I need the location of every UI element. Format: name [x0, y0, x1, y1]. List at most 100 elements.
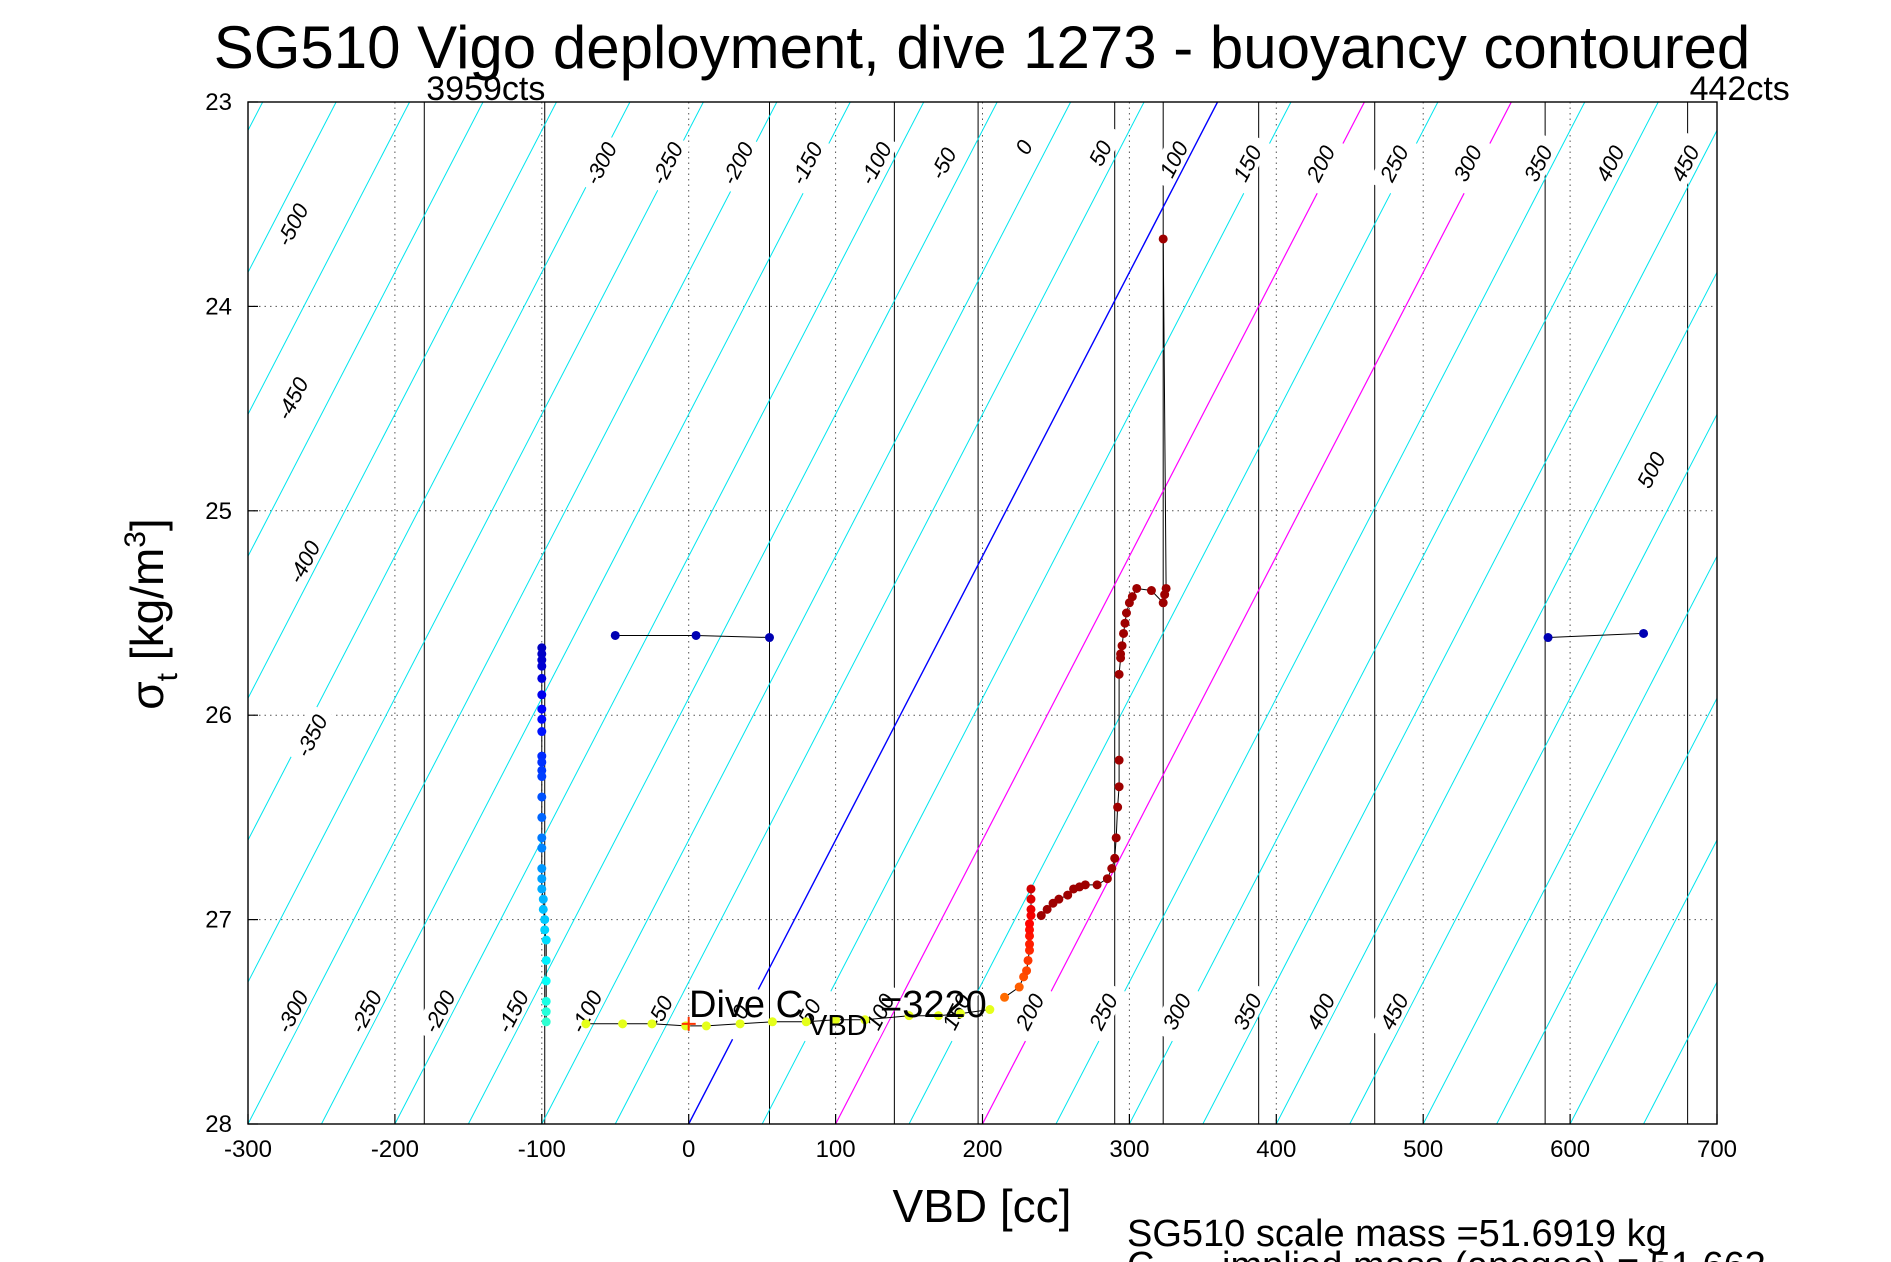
data-point — [1161, 583, 1171, 593]
x-tick-label: 400 — [1256, 1136, 1296, 1163]
buoyancy-contour — [1349, 413, 1717, 1124]
y-axis-label: σt [kg/m3] — [119, 518, 184, 709]
data-point — [541, 1017, 551, 1027]
data-point — [1014, 982, 1024, 992]
data-point — [1158, 598, 1168, 608]
data-point — [537, 833, 547, 843]
data-point — [541, 976, 551, 986]
data-point — [537, 864, 547, 873]
data-point — [1107, 864, 1117, 873]
buoyancy-contour — [1716, 1122, 1717, 1124]
data-point — [1092, 880, 1102, 890]
data-point — [541, 996, 551, 1006]
contour-labels: -500-450-400-350-300 -250 -200 -150 -100 -50 0… — [266, 115, 1709, 1042]
data-point — [1116, 649, 1126, 659]
data-point — [801, 1017, 811, 1027]
contour-label: -50 — [634, 980, 683, 1042]
contour-label: 50 — [1074, 121, 1124, 184]
data-point — [541, 1007, 551, 1017]
data-point — [1023, 955, 1033, 965]
count-lines — [423, 102, 1689, 1124]
start-marker — [681, 1016, 696, 1031]
data-point — [1036, 911, 1046, 921]
data-point — [538, 894, 548, 904]
data-point — [904, 1011, 914, 1021]
data-point — [955, 1009, 965, 1019]
y-tick-label: 27 — [205, 907, 232, 934]
data-point — [1022, 966, 1032, 976]
data-point — [618, 1019, 628, 1029]
buoyancy-contour — [248, 102, 704, 984]
y-axis-label-subscript: t — [151, 672, 184, 681]
data-point — [1117, 641, 1127, 651]
contour-label: 350 — [1512, 132, 1562, 194]
series-trace — [585, 1009, 990, 1027]
contour-label: -250 — [340, 980, 390, 1042]
contour-label: 400 — [1295, 980, 1344, 1042]
data-point — [1000, 992, 1010, 1002]
buoyancy-contour — [614, 102, 1145, 1124]
data-point — [537, 704, 547, 714]
contour-label: 200 — [1004, 980, 1054, 1042]
buoyancy-contour — [1055, 102, 1586, 1124]
dive-c-value: =3220 — [880, 984, 987, 1026]
data-point — [537, 772, 547, 782]
buoyancy-contour — [248, 102, 557, 700]
dive-c-annotation: Dive C VBD =3220 — [689, 984, 987, 1042]
data-point — [537, 884, 547, 894]
footer-line2: implied mass (apogee) = 51.663 — [1222, 1245, 1766, 1262]
data-point — [767, 1017, 777, 1027]
contour-label: 300 — [1151, 980, 1200, 1042]
dive-c-label: Dive C — [689, 984, 803, 1026]
data-point — [647, 1019, 657, 1029]
data-point — [1639, 628, 1649, 638]
data-point — [541, 935, 551, 945]
contour-label: -100 — [560, 980, 610, 1042]
data-point — [1042, 904, 1052, 914]
buoyancy-contour — [321, 102, 851, 1124]
x-tick-label: 200 — [962, 1136, 1002, 1163]
data-point — [1025, 919, 1035, 929]
contour-label: -150 — [487, 980, 536, 1042]
data-point — [538, 904, 548, 914]
data-point — [985, 1005, 995, 1015]
x-axis-label: VBD [cc] — [893, 1180, 1072, 1232]
buoyancy-contour — [1275, 271, 1717, 1124]
buoyancy-contour — [248, 102, 411, 416]
y-tick-label: 25 — [205, 498, 232, 525]
data-point — [1120, 618, 1130, 628]
data-point — [1146, 586, 1156, 596]
y-tick-label: 23 — [205, 89, 232, 116]
data-point — [537, 673, 547, 683]
data-point — [1114, 755, 1124, 765]
data-point — [537, 843, 547, 853]
footer-annotation: SG510 scale mass =51.6919 kg C implied m… — [1127, 1213, 1766, 1262]
y-tick-label: 24 — [205, 293, 232, 320]
data-point — [691, 630, 701, 640]
buoyancy-contour — [1790, 102, 1891, 1124]
data-point — [1026, 884, 1036, 894]
buoyancy-contour — [761, 102, 1292, 1124]
contour-label: 0 — [714, 980, 764, 1042]
footer-line2-c: C — [1127, 1245, 1154, 1262]
x-tick-label: 100 — [816, 1136, 856, 1163]
data-point — [1114, 669, 1124, 679]
data-point — [537, 757, 547, 767]
buoyancy-contour — [1422, 555, 1717, 1124]
x-tick-label: 700 — [1697, 1136, 1737, 1163]
buoyancy-contour — [1864, 102, 1891, 1124]
y-axis-label-unit: [kg/m — [121, 548, 173, 660]
contour-label: -200 — [711, 132, 761, 194]
series-trace — [1548, 632, 1644, 638]
contour-label: 350 — [1221, 980, 1271, 1042]
series — [537, 234, 1649, 1031]
data-point — [1543, 633, 1553, 643]
buoyancy-contour — [1128, 102, 1659, 1124]
buoyancy-contour — [908, 102, 1439, 1124]
data-point — [1054, 894, 1064, 904]
buoyancy-contour — [248, 102, 778, 1124]
y-tick-label: 26 — [205, 702, 232, 729]
contour-label: 450 — [1659, 132, 1709, 194]
series-trace — [1040, 238, 1167, 916]
